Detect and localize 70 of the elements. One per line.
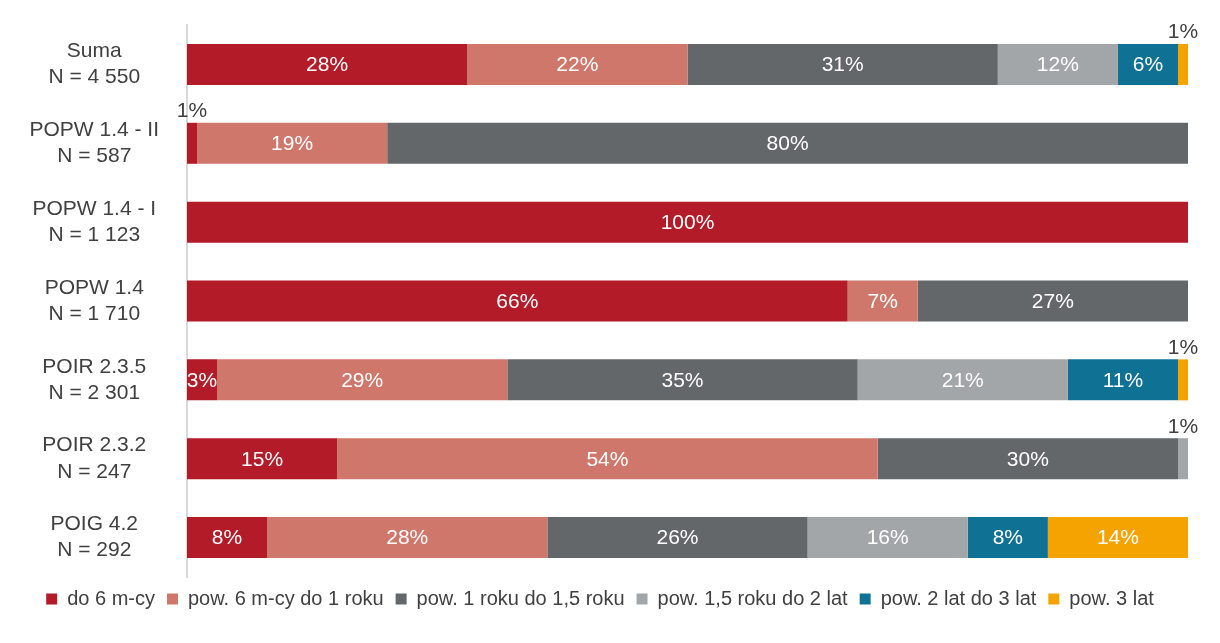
bar: [267, 517, 548, 559]
bar: [197, 122, 388, 164]
data-label: 14%: [1096, 525, 1139, 549]
bar: [1177, 43, 1188, 85]
data-label: 19%: [271, 131, 314, 155]
data-label: 35%: [661, 367, 704, 391]
y-tick-label: POPW 1.4 - II N = 587: [29, 116, 159, 167]
data-label: 29%: [341, 367, 384, 391]
bar: [187, 43, 468, 85]
bar: [807, 517, 968, 559]
bar: [1047, 517, 1188, 559]
data-label: 100%: [660, 209, 715, 233]
legend-label: pow. 1 roku do 1,5 roku: [416, 586, 625, 609]
bar: [877, 438, 1178, 480]
data-label: 8%: [992, 525, 1023, 549]
bar: [187, 438, 338, 480]
data-label: 1%: [176, 98, 208, 122]
data-label: 21%: [941, 367, 984, 391]
data-label: 1%: [1167, 334, 1199, 358]
bar: [1067, 359, 1178, 401]
bar: [687, 43, 998, 85]
y-tick-label: POIR 2.3.2 N = 247: [42, 432, 147, 482]
y-tick-label: POPW 1.4 - I N = 1 123: [32, 195, 157, 246]
bar: [187, 122, 198, 164]
data-label: 28%: [386, 525, 429, 549]
bar: [467, 43, 688, 85]
y-tick-label: POIG 4.2 N = 292: [50, 511, 139, 561]
legend-label: pow. 2 lat do 3 lat: [880, 586, 1037, 609]
data-label: 54%: [586, 446, 629, 470]
legend-label: pow. 1,5 roku do 2 lat: [657, 586, 849, 609]
bar: [1117, 43, 1178, 85]
data-label: 22%: [556, 52, 599, 76]
bar: [1177, 438, 1188, 480]
y-tick-label: Suma N = 4 550: [48, 38, 141, 88]
data-label: 7%: [867, 288, 898, 312]
bar: [1177, 359, 1188, 401]
data-label: 30%: [1006, 446, 1049, 470]
data-label: 28%: [306, 52, 349, 76]
data-label: 26%: [656, 525, 699, 549]
data-label: 31%: [821, 52, 864, 76]
bar: [997, 43, 1118, 85]
data-label: 8%: [211, 525, 243, 549]
data-label: 11%: [1102, 367, 1144, 391]
data-label: 3%: [186, 367, 218, 391]
bar: [187, 201, 1188, 243]
data-label: 1%: [1167, 413, 1199, 437]
bar: [917, 280, 1188, 322]
legend-label: pow. 6 m-cy do 1 roku: [187, 586, 384, 609]
bar: [217, 359, 508, 401]
bar: [187, 517, 268, 559]
legend-label: do 6 m-cy: [67, 586, 155, 609]
bar: [547, 517, 808, 559]
bar: [337, 438, 878, 480]
data-label: 27%: [1031, 288, 1074, 312]
data-label: 6%: [1132, 52, 1164, 76]
data-label: 12%: [1036, 52, 1079, 76]
bar: [967, 517, 1048, 559]
data-label: 1%: [1167, 19, 1199, 43]
y-tick-label: POIR 2.3.5 N = 2 301: [42, 353, 147, 403]
bar: [857, 359, 1068, 401]
bar: [187, 280, 848, 322]
bar: [847, 280, 918, 322]
y-tick-label: POPW 1.4 N = 1 710: [44, 274, 145, 324]
data-label: 16%: [866, 525, 909, 549]
legend-label: pow. 3 lat: [1069, 586, 1155, 609]
data-label: 66%: [496, 288, 539, 312]
data-label: 15%: [241, 446, 284, 470]
data-label: 80%: [766, 131, 809, 155]
bar: [507, 359, 858, 401]
bar: [387, 122, 1188, 164]
